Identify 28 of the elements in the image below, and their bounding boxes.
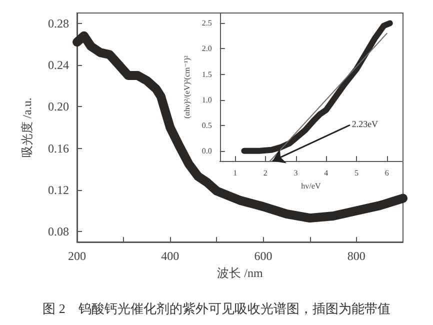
x-tick-label: 800 [347,249,366,263]
y-tick-label: 1.5 [202,70,212,79]
y-tick-label: 2.0 [202,44,212,54]
x-axis-title: 波长 /nm [217,266,264,280]
x-tick-label: 600 [254,249,272,263]
x-tick-label: 5 [354,168,358,178]
y-tick-label: 0.16 [48,141,69,156]
y-tick-label: 0.20 [48,100,69,114]
x-axis-title: hv/eV [301,182,321,190]
y-tick-label: 0.5 [202,120,212,130]
y-axis-title: (αhν)²/(eV)²(cm⁻¹)² [182,54,192,119]
x-tick-label: 6 [384,168,389,178]
y-tick-label: 2.5 [202,18,212,28]
x-tick-label: 3 [294,168,298,178]
y-tick-label: 1.0 [202,95,212,104]
y-axis-title: 吸光度 /a.u. [20,98,34,158]
caption: 图 2 钨酸钙光催化剂的紫外可见吸收光谱图，插图为能带值 [42,301,390,316]
y-tick-label: 0.0 [202,146,212,156]
y-tick-label: 0.08 [48,224,69,239]
annotation: 2.23eV [352,119,379,130]
y-tick-label: 0.12 [48,182,69,197]
x-tick-label: 200 [68,249,86,263]
y-tick-label: 0.24 [48,58,69,72]
x-tick-label: 2 [263,168,268,178]
x-tick-label: 1 [233,168,238,178]
x-tick-label: 400 [161,249,180,263]
y-tick-label: 0.28 [48,16,69,30]
x-tick-label: 4 [324,168,328,178]
